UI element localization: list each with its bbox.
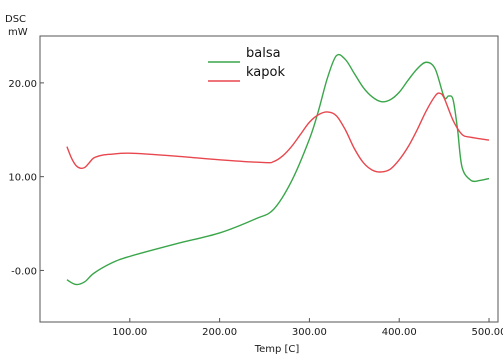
x-tick-label: 400.00 — [382, 327, 417, 338]
plot-area-frame — [39, 35, 499, 323]
legend-label-balsa: balsa — [246, 46, 281, 61]
legend: balsa kapok — [208, 46, 285, 82]
y-axis-title: DSC — [5, 14, 26, 25]
y-tick-label: 20.00 — [8, 79, 37, 90]
x-tick-label: 500.00 — [472, 327, 503, 338]
legend-label-kapok: kapok — [246, 65, 285, 80]
y-tick-label: -0.00 — [11, 266, 37, 277]
y-tick-label: 10.00 — [8, 173, 37, 184]
y-axis-ticks: -0.00 10.00 20.00 — [8, 79, 44, 277]
x-axis-title: Temp [C] — [254, 344, 300, 355]
x-tick-label: 200.00 — [202, 327, 237, 338]
series-layer — [66, 53, 490, 286]
x-axis-ticks: 100.00 200.00 300.00 400.00 500.00 — [112, 318, 503, 338]
x-tick-label: 300.00 — [292, 327, 327, 338]
y-axis-unit: mW — [8, 27, 28, 38]
series-line-balsa — [66, 53, 490, 286]
series-line-kapok — [66, 92, 490, 173]
x-tick-label: 100.00 — [112, 327, 147, 338]
